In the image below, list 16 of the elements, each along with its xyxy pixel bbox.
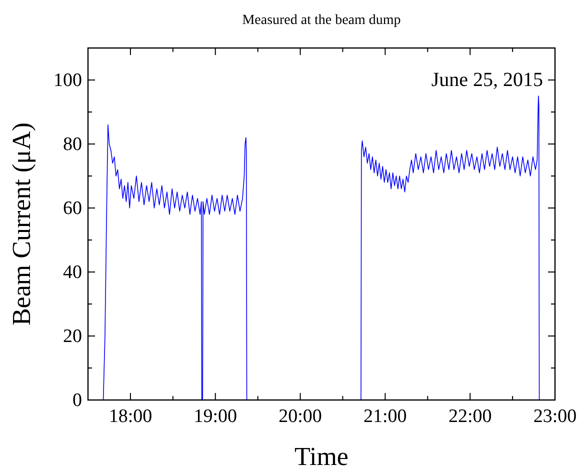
x-tick-label: 20:00 [278,406,322,427]
y-tick-label: 60 [63,198,82,219]
chart-title: Measured at the beam dump [242,13,401,28]
x-tick-label: 19:00 [194,406,238,427]
x-tick-label: 21:00 [364,406,407,427]
y-tick-label: 0 [72,390,82,411]
y-axis-title: Beam Current (μA) [7,122,36,326]
y-tick-label: 40 [63,262,82,283]
x-tick-label: 23:00 [533,406,577,427]
x-axis-title: Time [294,442,348,471]
x-tick-label: 18:00 [108,406,152,427]
y-tick-label: 20 [63,326,82,347]
x-tick-label: 22:00 [448,406,492,427]
y-tick-label: 100 [54,70,82,91]
y-tick-label: 80 [63,134,82,155]
annotation: June 25, 2015 [431,69,543,91]
